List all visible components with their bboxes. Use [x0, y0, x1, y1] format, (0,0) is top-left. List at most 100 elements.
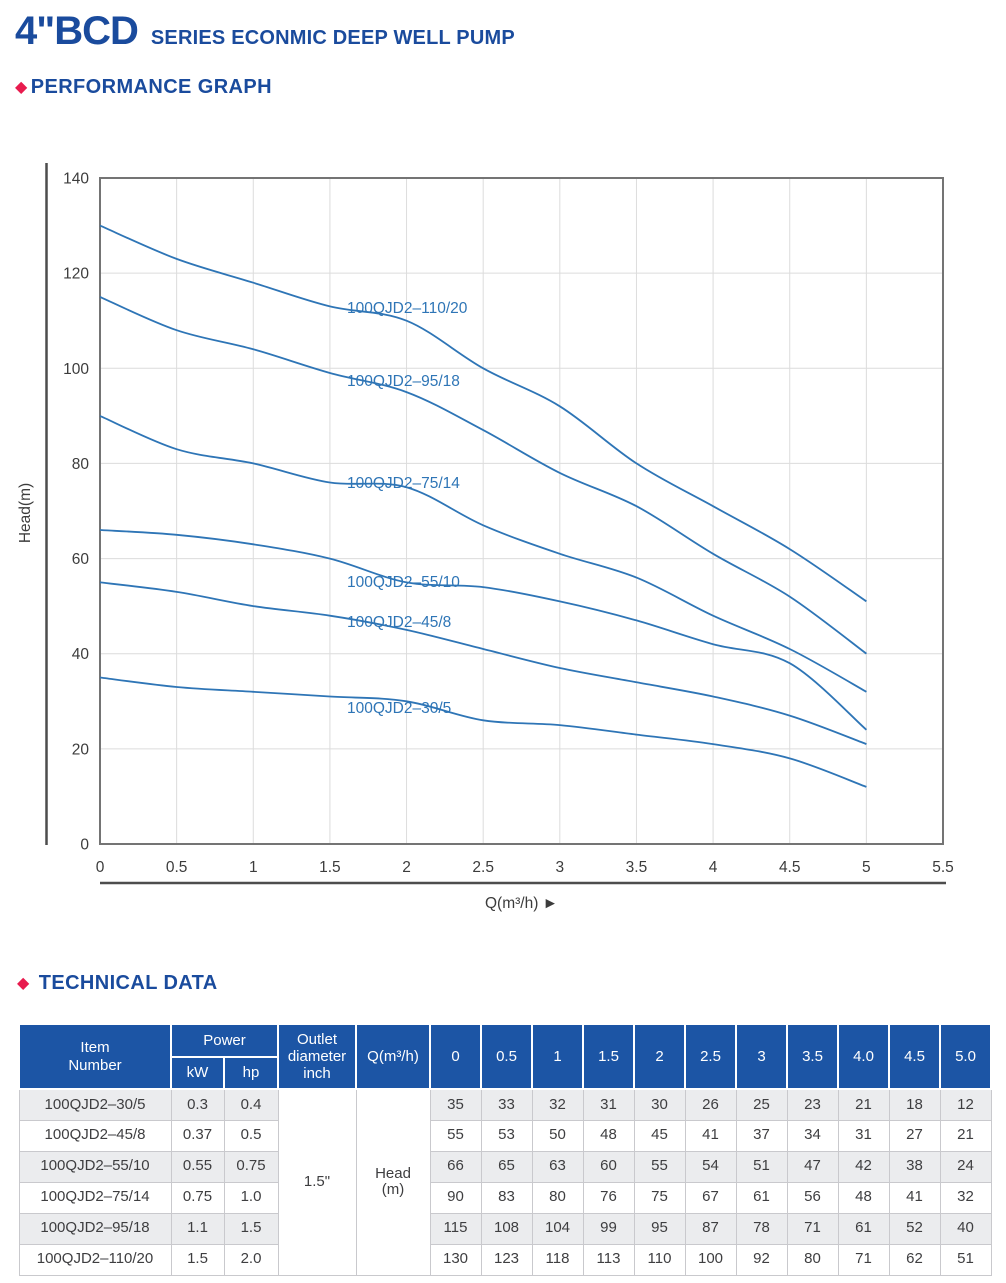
hp-cell: 1.5	[223, 1212, 279, 1245]
table-row: 100QJD2–95/18 1.1 1.5 115 108 104 99 95 87 78 71 61…	[18, 1212, 992, 1245]
item-number-cell: 100QJD2–45/8	[18, 1119, 172, 1152]
head-value-cell: 66	[429, 1150, 482, 1183]
head-value-cell: 61	[735, 1181, 788, 1214]
table-row: 100QJD2–55/10 0.55 0.75 66 65 63 60 55 54 51 47 42 3…	[18, 1150, 992, 1183]
head-value-cell: 54	[684, 1150, 737, 1183]
col-header-flow-value: 5.0	[939, 1023, 992, 1090]
head-value-cell: 47	[786, 1150, 839, 1183]
item-number-cell: 100QJD2–110/20	[18, 1243, 172, 1276]
curve-label: 100QJD2–45/8	[347, 614, 451, 631]
y-tick-label: 120	[63, 266, 89, 283]
technical-data-table: Item Number Power Outlet diameter inch Q(m³…	[18, 1023, 992, 1276]
page-header: 4"BCD SERIES ECONMIC DEEP WELL PUMP	[15, 9, 515, 54]
head-value-cell: 51	[735, 1150, 788, 1183]
y-tick-label: 100	[63, 361, 89, 378]
head-value-cell: 80	[531, 1181, 584, 1214]
head-unit-cell: Head (m)	[355, 1088, 431, 1276]
head-value-cell: 56	[786, 1181, 839, 1214]
kw-cell: 1.1	[170, 1212, 225, 1245]
head-value-cell: 78	[735, 1212, 788, 1245]
hp-cell: 1.0	[223, 1181, 279, 1214]
head-value-cell: 90	[429, 1181, 482, 1214]
chart-plot-border	[99, 177, 944, 845]
head-value-cell: 24	[939, 1150, 992, 1183]
hp-cell: 0.5	[223, 1119, 279, 1152]
x-tick-label: 5.5	[932, 859, 954, 876]
y-tick-label: 60	[72, 551, 90, 568]
technical-data-heading: ◆ TECHNICAL DATA	[17, 972, 218, 995]
x-tick-label: 0.5	[166, 859, 188, 876]
item-number-cell: 100QJD2–55/10	[18, 1150, 172, 1183]
page-subtitle: SERIES ECONMIC DEEP WELL PUMP	[150, 27, 515, 49]
head-value-cell: 41	[888, 1181, 941, 1214]
col-header-flow-value: 0	[429, 1023, 482, 1090]
head-value-cell: 34	[786, 1119, 839, 1152]
item-number-cell: 100QJD2–30/5	[18, 1088, 172, 1121]
head-value-cell: 53	[480, 1119, 533, 1152]
head-value-cell: 67	[684, 1181, 737, 1214]
col-header-flow-value: 3	[735, 1023, 788, 1090]
head-value-cell: 110	[633, 1243, 686, 1276]
technical-data-title: TECHNICAL DATA	[38, 972, 218, 994]
kw-cell: 0.75	[170, 1181, 225, 1214]
x-tick-label: 4	[709, 859, 718, 876]
col-header-flow-value: 2.5	[684, 1023, 737, 1090]
head-value-cell: 37	[735, 1119, 788, 1152]
head-value-cell: 40	[939, 1212, 992, 1245]
item-number-cell: 100QJD2–95/18	[18, 1212, 172, 1245]
y-tick-label: 20	[72, 741, 90, 758]
head-value-cell: 75	[633, 1181, 686, 1214]
x-tick-label: 0	[96, 859, 105, 876]
kw-cell: 0.55	[170, 1150, 225, 1183]
head-value-cell: 35	[429, 1088, 482, 1121]
head-value-cell: 130	[429, 1243, 482, 1276]
col-header-flow-value: 1.5	[582, 1023, 635, 1090]
head-value-cell: 71	[786, 1212, 839, 1245]
head-value-cell: 42	[837, 1150, 890, 1183]
head-value-cell: 41	[684, 1119, 737, 1152]
head-value-cell: 48	[837, 1181, 890, 1214]
table-row: 100QJD2–75/14 0.75 1.0 90 83 80 76 75 67 61 56 48 41…	[18, 1181, 992, 1214]
x-tick-label: 2.5	[472, 859, 494, 876]
x-tick-label: 4.5	[779, 859, 801, 876]
head-value-cell: 21	[837, 1088, 890, 1121]
table-row: 100QJD2–30/5 0.3 0.4 1.5" Head (m) 35 33 32 31 30…	[18, 1088, 992, 1276]
y-tick-label: 40	[72, 646, 90, 663]
col-header-item-number: Item Number	[18, 1023, 172, 1090]
col-header-flow-value: 4.5	[888, 1023, 941, 1090]
head-value-cell: 38	[888, 1150, 941, 1183]
head-value-cell: 26	[684, 1088, 737, 1121]
head-value-cell: 25	[735, 1088, 788, 1121]
col-header-flow-value: 0.5	[480, 1023, 533, 1090]
col-header-kw: kW	[170, 1056, 225, 1090]
head-value-cell: 108	[480, 1212, 533, 1245]
head-value-cell: 92	[735, 1243, 788, 1276]
head-value-cell: 100	[684, 1243, 737, 1276]
col-header-flow-value: 4.0	[837, 1023, 890, 1090]
curve-label: 100QJD2–110/20	[347, 300, 468, 317]
head-value-cell: 30	[633, 1088, 686, 1121]
head-value-cell: 32	[531, 1088, 584, 1121]
x-tick-label: 1	[249, 859, 258, 876]
head-value-cell: 60	[582, 1150, 635, 1183]
pump-curve	[99, 529, 867, 731]
x-tick-label: 5	[862, 859, 871, 876]
head-value-cell: 45	[633, 1119, 686, 1152]
head-value-cell: 33	[480, 1088, 533, 1121]
head-value-cell: 50	[531, 1119, 584, 1152]
x-tick-label: 2	[402, 859, 411, 876]
chart-gridlines	[100, 178, 943, 844]
col-header-flow: Q(m³/h)	[355, 1023, 431, 1090]
col-header-flow-value: 3.5	[786, 1023, 839, 1090]
item-number-cell: 100QJD2–75/14	[18, 1181, 172, 1214]
col-header-flow-value: 1	[531, 1023, 584, 1090]
y-tick-label: 140	[63, 171, 89, 188]
head-value-cell: 21	[939, 1119, 992, 1152]
outlet-diameter-cell: 1.5"	[277, 1088, 357, 1276]
head-value-cell: 76	[582, 1181, 635, 1214]
page-title: 4"BCD	[15, 9, 139, 53]
x-tick-label: 3.5	[626, 859, 648, 876]
head-value-cell: 113	[582, 1243, 635, 1276]
hp-cell: 2.0	[223, 1243, 279, 1276]
hp-cell: 0.4	[223, 1088, 279, 1121]
